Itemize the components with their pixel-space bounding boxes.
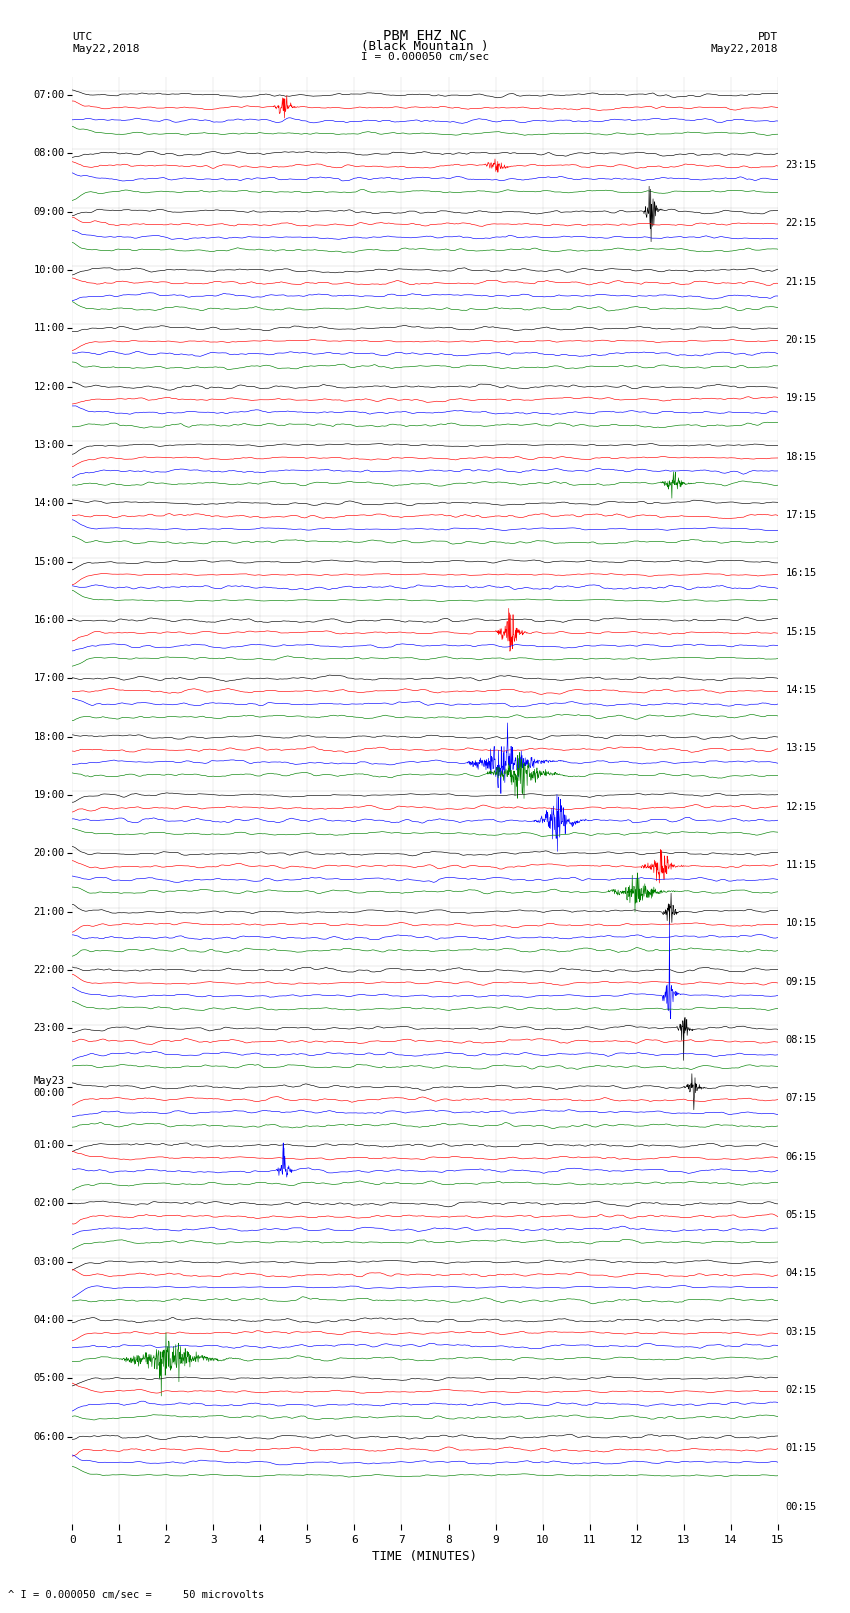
Text: May22,2018: May22,2018 <box>711 44 778 53</box>
Text: PDT: PDT <box>757 32 778 42</box>
Text: I = 0.000050 cm/sec: I = 0.000050 cm/sec <box>361 52 489 61</box>
Text: UTC: UTC <box>72 32 93 42</box>
Text: May22,2018: May22,2018 <box>72 44 139 53</box>
Text: (Black Mountain ): (Black Mountain ) <box>361 40 489 53</box>
Text: PBM EHZ NC: PBM EHZ NC <box>383 29 467 44</box>
X-axis label: TIME (MINUTES): TIME (MINUTES) <box>372 1550 478 1563</box>
Text: ^ I = 0.000050 cm/sec =     50 microvolts: ^ I = 0.000050 cm/sec = 50 microvolts <box>8 1590 264 1600</box>
